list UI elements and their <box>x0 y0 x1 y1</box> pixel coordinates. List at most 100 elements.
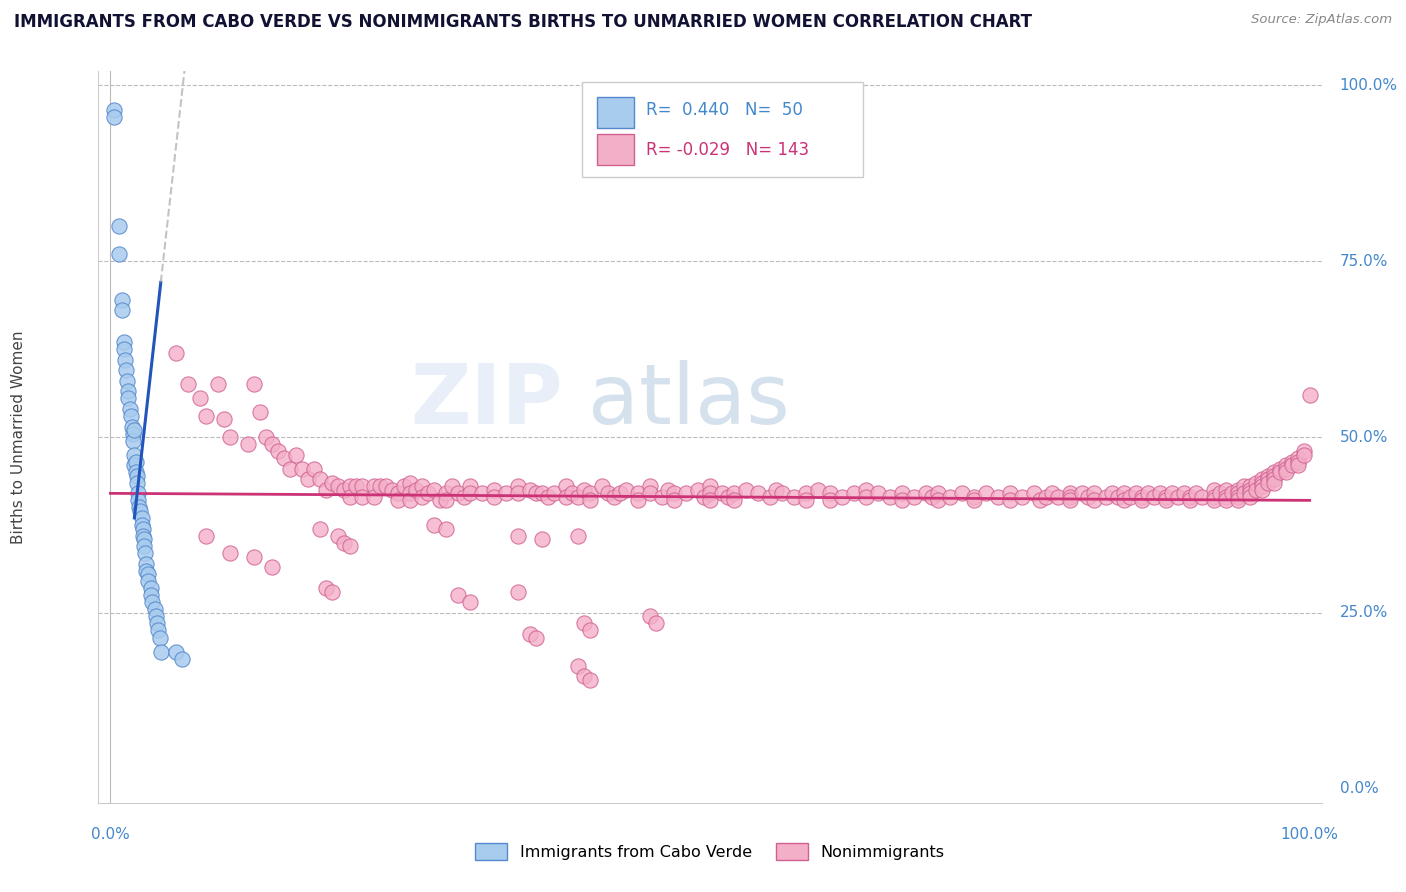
Point <box>291 461 314 475</box>
Point <box>927 486 949 500</box>
Point <box>423 518 446 533</box>
Text: Source: ZipAtlas.com: Source: ZipAtlas.com <box>1251 13 1392 27</box>
Point <box>321 475 343 490</box>
Point <box>1130 490 1153 504</box>
Point <box>297 472 319 486</box>
Point <box>1263 468 1285 483</box>
Point <box>195 409 218 423</box>
Point <box>1263 472 1285 486</box>
Point <box>127 486 149 500</box>
Point <box>1125 486 1147 500</box>
Point <box>508 528 530 542</box>
Point <box>108 247 129 261</box>
Point <box>122 434 145 448</box>
Point <box>651 490 673 504</box>
Point <box>1233 479 1256 493</box>
Point <box>1112 486 1135 500</box>
Point <box>1154 493 1177 508</box>
Text: 50.0%: 50.0% <box>1340 430 1388 444</box>
Point <box>591 479 613 493</box>
Point <box>339 490 361 504</box>
Point <box>112 342 135 356</box>
Point <box>927 493 949 508</box>
Point <box>219 546 242 560</box>
Point <box>165 644 187 658</box>
Point <box>1274 458 1296 473</box>
Point <box>131 518 153 533</box>
Point <box>103 110 125 124</box>
Point <box>125 468 148 483</box>
Point <box>555 490 578 504</box>
Point <box>267 444 290 458</box>
Point <box>136 567 159 582</box>
Point <box>453 490 475 504</box>
Point <box>387 493 409 508</box>
Point <box>392 479 416 493</box>
Point <box>783 490 806 504</box>
Point <box>149 631 172 645</box>
Point <box>411 479 433 493</box>
Point <box>1244 483 1267 497</box>
Point <box>963 490 986 504</box>
Point <box>434 493 457 508</box>
Point <box>249 405 271 419</box>
Point <box>1257 475 1279 490</box>
Point <box>1202 493 1225 508</box>
Point <box>136 574 159 589</box>
Point <box>405 483 427 497</box>
Point <box>134 546 156 560</box>
Point <box>699 486 721 500</box>
Point <box>115 363 138 377</box>
Point <box>1178 493 1201 508</box>
Point <box>262 560 284 574</box>
Point <box>950 486 973 500</box>
Point <box>1286 451 1309 466</box>
Text: 25.0%: 25.0% <box>1340 606 1388 621</box>
Point <box>519 627 541 641</box>
Point <box>111 303 134 318</box>
FancyBboxPatch shape <box>598 135 634 165</box>
Point <box>537 490 560 504</box>
Point <box>214 412 236 426</box>
Point <box>1059 486 1081 500</box>
Point <box>1215 483 1237 497</box>
Point <box>125 475 148 490</box>
Point <box>524 631 547 645</box>
Point <box>117 392 139 406</box>
Point <box>118 401 141 416</box>
Point <box>831 490 853 504</box>
Point <box>429 493 451 508</box>
Text: 100.0%: 100.0% <box>1281 828 1339 842</box>
Point <box>1059 493 1081 508</box>
Point <box>1233 486 1256 500</box>
Point <box>1119 490 1142 504</box>
Point <box>132 532 155 546</box>
Point <box>1191 490 1213 504</box>
Point <box>686 483 709 497</box>
Point <box>662 486 685 500</box>
Point <box>141 595 163 609</box>
Point <box>963 493 986 508</box>
Point <box>399 475 422 490</box>
Point <box>339 479 361 493</box>
Text: IMMIGRANTS FROM CABO VERDE VS NONIMMIGRANTS BIRTHS TO UNMARRIED WOMEN CORRELATIO: IMMIGRANTS FROM CABO VERDE VS NONIMMIGRA… <box>14 13 1032 31</box>
Point <box>124 458 146 473</box>
Point <box>146 616 169 631</box>
Point <box>254 430 277 444</box>
Point <box>381 483 404 497</box>
Point <box>328 479 350 493</box>
Point <box>603 490 626 504</box>
Point <box>103 103 125 117</box>
Point <box>1202 490 1225 504</box>
Point <box>124 423 146 437</box>
Point <box>1160 486 1182 500</box>
Point <box>1226 493 1249 508</box>
Point <box>124 448 146 462</box>
Point <box>818 493 841 508</box>
Point <box>434 522 457 536</box>
Point <box>135 564 157 578</box>
Point <box>1173 486 1195 500</box>
Point <box>243 377 266 392</box>
Point <box>627 486 650 500</box>
Point <box>1101 486 1123 500</box>
